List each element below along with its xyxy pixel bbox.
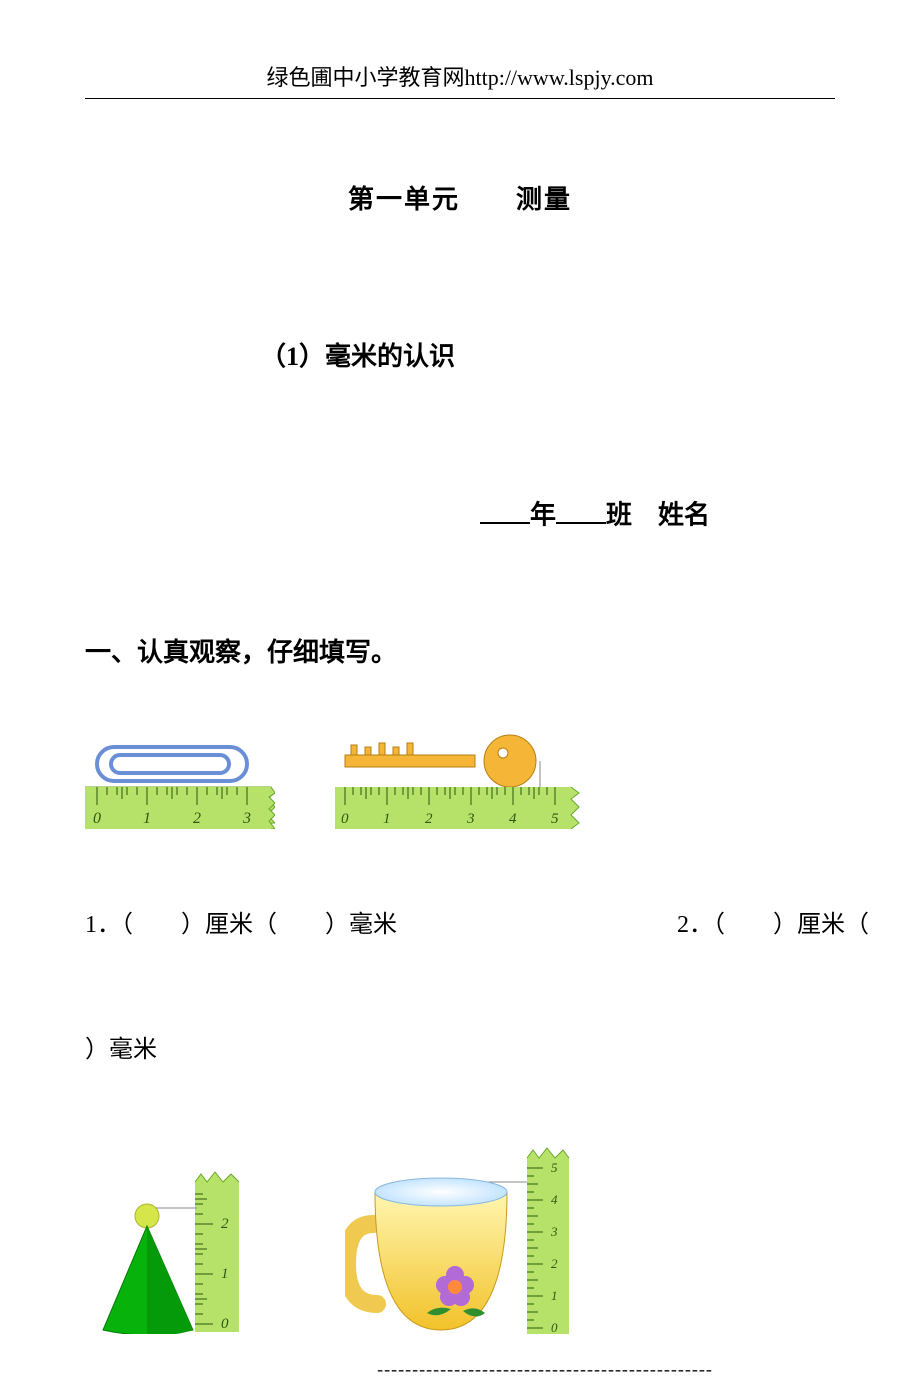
svg-text:3: 3 <box>550 1224 558 1239</box>
q2-text: 2．（ ）厘米（ <box>677 912 869 938</box>
svg-text:2: 2 <box>551 1256 558 1271</box>
svg-text:5: 5 <box>551 1160 558 1175</box>
svg-text:4: 4 <box>509 811 517 827</box>
unit-title: 第一单元 测量 <box>85 179 835 216</box>
figure-row-1: 0 1 2 3 <box>85 729 835 834</box>
svg-text:0: 0 <box>93 810 101 827</box>
svg-text:5: 5 <box>551 811 559 827</box>
svg-text:1: 1 <box>551 1288 558 1303</box>
cone-icon <box>103 1204 193 1334</box>
figure-paperclip: 0 1 2 3 <box>85 739 275 834</box>
cup-icon <box>347 1178 507 1330</box>
svg-text:3: 3 <box>242 810 251 827</box>
page-header: 绿色圃中小学教育网http://www.lspjy.com <box>85 60 835 99</box>
figure-cup: 0 1 2 3 4 5 <box>345 1144 575 1339</box>
answer-line-1: 1．（ ）厘米（ ）毫米2．（ ）厘米（ <box>85 904 835 939</box>
svg-text:1: 1 <box>143 810 151 827</box>
ruler-vertical: 0 1 2 <box>195 1172 239 1332</box>
ruler-horizontal: 0 1 2 3 <box>85 787 275 829</box>
lesson-subtitle: （1）毫米的认识 <box>260 336 835 373</box>
svg-text:2: 2 <box>193 810 201 827</box>
figure-row-2: 0 1 2 <box>85 1144 835 1339</box>
svg-text:3: 3 <box>466 811 475 827</box>
label-class: 班 <box>606 501 632 530</box>
footer-divider: ----------------------------------------… <box>255 1359 835 1380</box>
paperclip-icon <box>97 747 247 781</box>
student-info-line: 年 班 姓名 <box>480 493 835 532</box>
svg-text:0: 0 <box>551 1320 558 1334</box>
section-1-heading: 一、认真观察，仔细填写。 <box>85 632 835 669</box>
label-name: 姓名 <box>658 501 710 530</box>
answer-line-1-cont: ）毫米 <box>85 1029 835 1064</box>
figure-cone: 0 1 2 <box>85 1164 255 1339</box>
blank-year[interactable] <box>480 493 530 524</box>
q1-text: 1．（ ）厘米（ ）毫米 <box>85 912 397 938</box>
svg-text:2: 2 <box>425 811 433 827</box>
label-year: 年 <box>530 501 556 530</box>
svg-text:2: 2 <box>221 1216 229 1232</box>
svg-text:1: 1 <box>221 1266 229 1282</box>
svg-text:0: 0 <box>341 811 349 827</box>
ruler-horizontal: 0 1 2 3 4 5 <box>335 787 579 829</box>
key-icon <box>345 735 540 789</box>
ruler-vertical: 0 1 2 3 4 5 <box>527 1148 569 1334</box>
figure-key: 0 1 2 3 4 5 <box>335 729 585 834</box>
svg-text:4: 4 <box>551 1192 558 1207</box>
svg-text:1: 1 <box>383 811 391 827</box>
blank-class[interactable] <box>556 493 606 524</box>
svg-text:0: 0 <box>221 1316 229 1332</box>
